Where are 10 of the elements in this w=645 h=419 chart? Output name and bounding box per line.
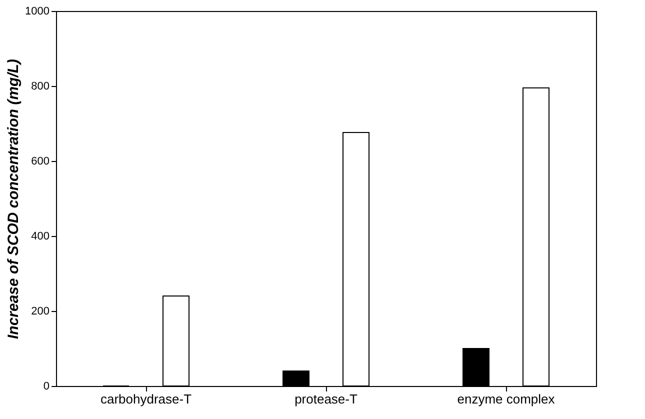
y-tick-label: 200 — [31, 306, 50, 318]
y-axis-title: Increase of SCOD concentration (mg/L) — [5, 58, 22, 340]
x-tick-label: protease-T — [294, 392, 358, 406]
x-tick-label: enzyme complex — [457, 392, 556, 406]
x-tick-label: carbohydrase-T — [100, 392, 192, 406]
y-tick-label: 600 — [31, 156, 50, 168]
y-tick-label: 1000 — [25, 6, 50, 18]
y-tick-label: 400 — [31, 230, 50, 242]
y-tick-label: 800 — [31, 80, 50, 92]
y-tick-label: 0 — [43, 380, 50, 392]
